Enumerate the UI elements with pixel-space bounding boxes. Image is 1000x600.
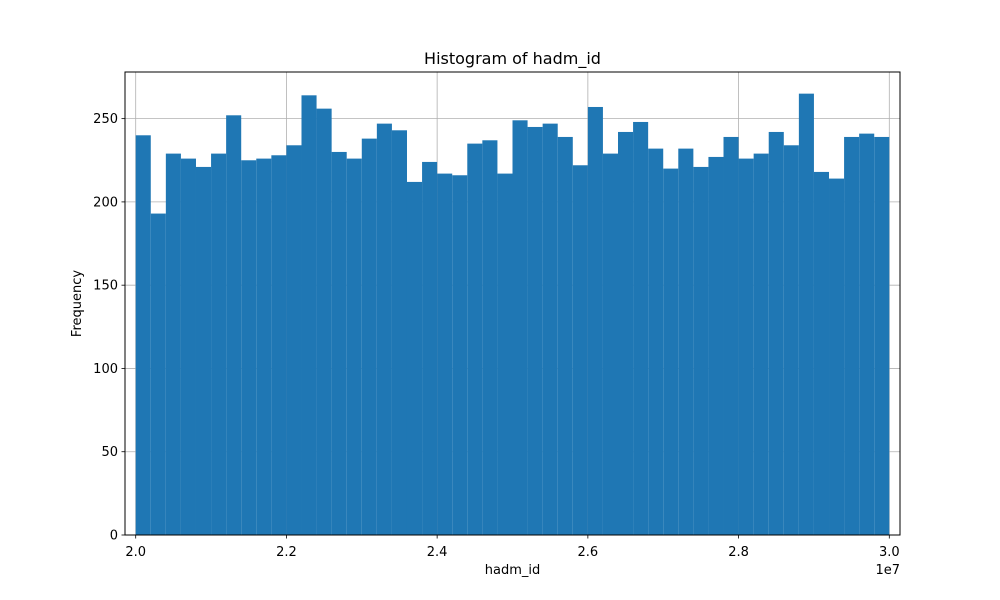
x-tick-label: 2.0 xyxy=(125,545,146,560)
y-axis-label: Frequency xyxy=(70,270,85,337)
histogram-bar xyxy=(859,133,875,535)
histogram-bar xyxy=(316,108,332,535)
histogram-bar xyxy=(618,131,634,535)
x-tick-label: 2.6 xyxy=(578,545,599,560)
histogram-bar xyxy=(633,121,649,536)
histogram-bar xyxy=(753,153,769,535)
histogram-bar xyxy=(798,93,814,536)
histogram-bar xyxy=(874,136,890,535)
x-axis-ticks: 2.0 2.2 2.4 2.6 2.8 3.0 xyxy=(125,535,900,560)
histogram-bar xyxy=(422,161,438,536)
histogram-bar xyxy=(346,158,362,535)
y-tick-label: 100 xyxy=(93,362,118,377)
histogram-bar xyxy=(482,140,498,535)
histogram-bar xyxy=(211,153,227,535)
histogram-bar xyxy=(452,175,468,536)
histogram-bar xyxy=(135,135,151,535)
histogram-bar xyxy=(180,158,196,535)
histogram-bar xyxy=(256,158,272,535)
histogram-bar xyxy=(241,160,257,536)
x-axis-label: hadm_id xyxy=(485,563,541,578)
x-tick-label: 2.4 xyxy=(427,545,448,560)
histogram-bar xyxy=(648,148,664,535)
histogram-bar xyxy=(693,166,709,536)
histogram-bar xyxy=(602,153,619,535)
histogram-bar xyxy=(813,171,830,536)
histogram-bar xyxy=(331,151,347,535)
histogram-bar xyxy=(497,173,513,536)
histogram-bar xyxy=(587,106,603,535)
histogram-bar xyxy=(738,158,754,535)
histogram-bar xyxy=(271,155,287,535)
histogram-bar xyxy=(361,138,377,535)
histogram-bar xyxy=(678,148,694,535)
histogram-bar xyxy=(301,95,317,536)
histogram-bar xyxy=(829,178,845,535)
histogram-bar xyxy=(844,136,860,535)
histogram-bar xyxy=(391,130,407,535)
histogram-bar xyxy=(527,126,543,535)
histogram-bar xyxy=(406,181,423,535)
histogram-bar xyxy=(663,168,679,536)
chart-title: Histogram of hadm_id xyxy=(424,49,601,69)
y-tick-label: 200 xyxy=(93,195,118,210)
histogram-bar xyxy=(195,166,212,536)
y-tick-label: 50 xyxy=(101,445,118,460)
y-tick-label: 0 xyxy=(110,529,118,544)
histogram-bar xyxy=(437,173,453,536)
histogram-bar xyxy=(376,123,392,536)
histogram-bar xyxy=(165,153,181,535)
histogram-bar xyxy=(512,120,528,536)
histogram-bar xyxy=(150,213,166,535)
histogram-bar xyxy=(572,165,588,536)
x-tick-label: 2.2 xyxy=(276,545,297,560)
y-axis-ticks: 0 50 100 150 200 250 xyxy=(93,112,125,544)
histogram-bar xyxy=(708,156,724,535)
histogram-bars xyxy=(135,93,890,536)
y-tick-label: 250 xyxy=(93,112,118,127)
histogram-bar xyxy=(467,143,483,535)
histogram-bar xyxy=(226,115,242,535)
histogram-bar xyxy=(286,145,302,535)
histogram-bar xyxy=(768,131,784,535)
x-tick-label: 2.8 xyxy=(728,545,749,560)
x-axis-offset-label: 1e7 xyxy=(875,563,900,578)
histogram-bar xyxy=(783,145,799,535)
x-tick-label: 3.0 xyxy=(879,545,900,560)
histogram-bar xyxy=(542,123,558,536)
histogram-bar xyxy=(557,136,573,535)
plot-frame xyxy=(124,71,901,536)
y-tick-label: 150 xyxy=(93,279,118,294)
histogram-bar xyxy=(723,136,739,535)
